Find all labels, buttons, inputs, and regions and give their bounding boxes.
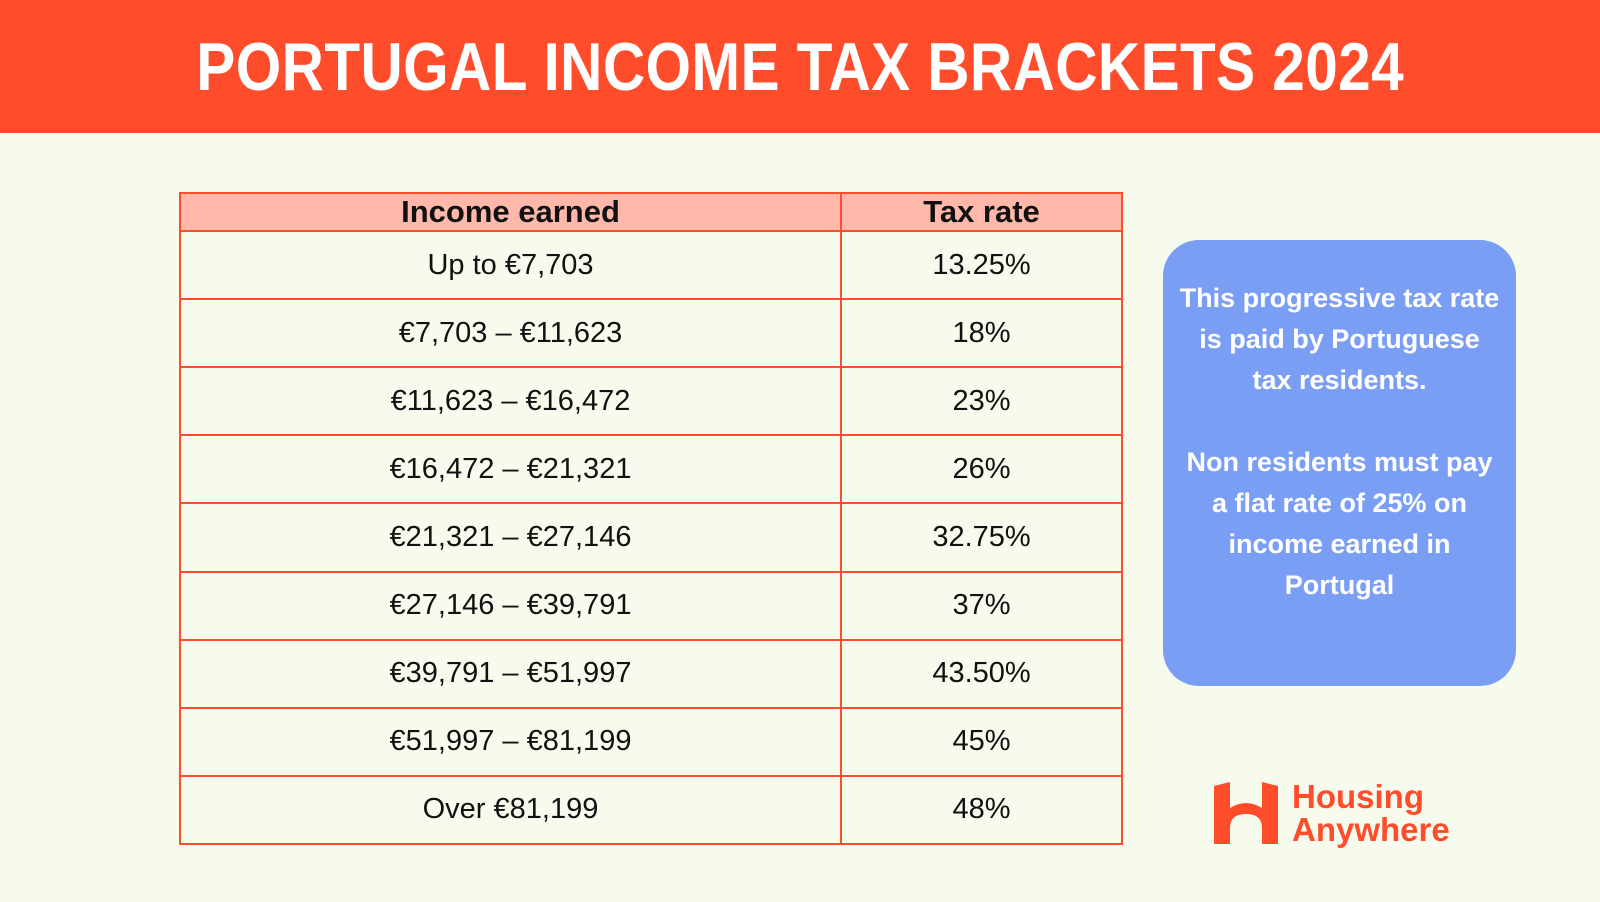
- info-callout: This progressive tax rate is paid by Por…: [1163, 240, 1516, 686]
- rate-cell: 18%: [840, 298, 1123, 369]
- rate-cell: 13.25%: [840, 229, 1123, 301]
- table-row: Over €81,199 48%: [179, 774, 1123, 846]
- rate-cell: 48%: [840, 774, 1123, 846]
- rate-cell: 37%: [840, 570, 1123, 641]
- table-row: €16,472 – €21,321 26%: [179, 434, 1123, 505]
- income-cell: €39,791 – €51,997: [179, 638, 842, 709]
- income-cell: Over €81,199: [179, 774, 842, 846]
- table-row: €39,791 – €51,997 43.50%: [179, 638, 1123, 709]
- rate-cell: 43.50%: [840, 638, 1123, 709]
- page-title: PORTUGAL INCOME TAX BRACKETS 2024: [196, 28, 1404, 105]
- column-header-rate: Tax rate: [840, 192, 1123, 232]
- brand-wordmark: Housing Anywhere: [1292, 780, 1450, 846]
- table-row: €21,321 – €27,146 32.75%: [179, 502, 1123, 573]
- rate-cell: 26%: [840, 434, 1123, 505]
- income-cell: €27,146 – €39,791: [179, 570, 842, 641]
- info-nonresidents-text: Non residents must pay a flat rate of 25…: [1186, 447, 1493, 600]
- housing-anywhere-logo-icon: [1214, 782, 1278, 844]
- brand-line-2: Anywhere: [1292, 811, 1450, 848]
- income-cell: €16,472 – €21,321: [179, 434, 842, 505]
- tax-brackets-table: Income earned Tax rate Up to €7,703 13.2…: [179, 192, 1123, 846]
- income-cell: €21,321 – €27,146: [179, 502, 842, 573]
- table-row: €7,703 – €11,623 18%: [179, 298, 1123, 369]
- header-banner: PORTUGAL INCOME TAX BRACKETS 2024: [0, 0, 1600, 133]
- table-row: €27,146 – €39,791 37%: [179, 570, 1123, 641]
- rate-cell: 32.75%: [840, 502, 1123, 573]
- income-cell: €51,997 – €81,199: [179, 706, 842, 777]
- table-row: €51,997 – €81,199 45%: [179, 706, 1123, 777]
- brand-logo: Housing Anywhere: [1212, 778, 1450, 848]
- income-cell: €11,623 – €16,472: [179, 366, 842, 437]
- column-header-income: Income earned: [179, 192, 842, 232]
- table-header-row: Income earned Tax rate: [179, 192, 1123, 232]
- table-row: €11,623 – €16,472 23%: [179, 366, 1123, 437]
- income-cell: Up to €7,703: [179, 229, 842, 301]
- rate-cell: 23%: [840, 366, 1123, 437]
- income-cell: €7,703 – €11,623: [179, 298, 842, 369]
- info-residents-text: This progressive tax rate is paid by Por…: [1179, 283, 1500, 395]
- rate-cell: 45%: [840, 706, 1123, 777]
- brand-line-1: Housing: [1292, 778, 1424, 815]
- table-row: Up to €7,703 13.25%: [179, 229, 1123, 301]
